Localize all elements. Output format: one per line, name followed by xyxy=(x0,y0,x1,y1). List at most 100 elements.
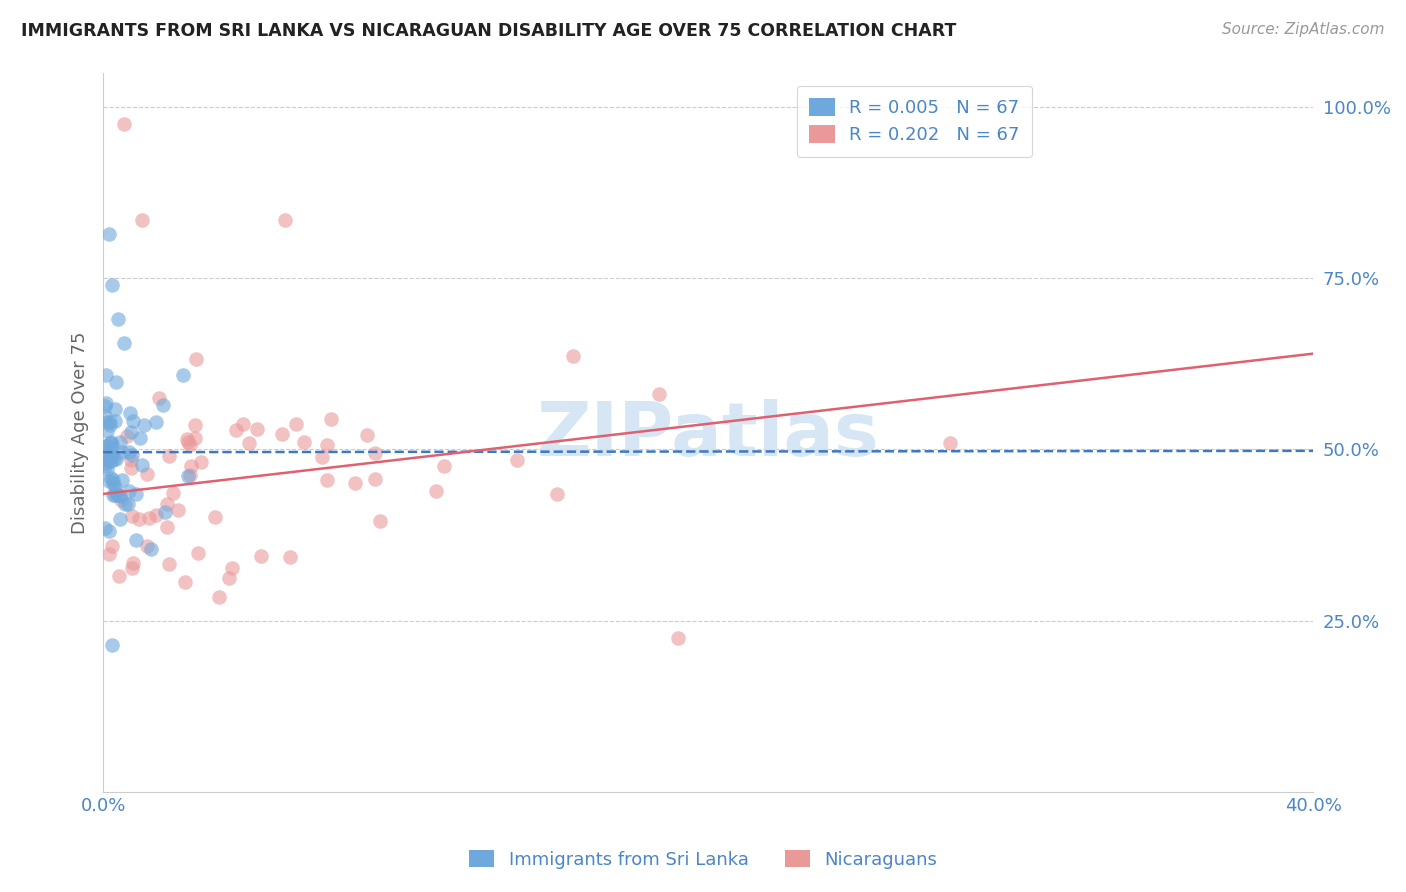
Point xyxy=(101,539,124,553)
Point xyxy=(278,550,301,565)
Point xyxy=(117,429,139,443)
Point xyxy=(155,506,177,520)
Point xyxy=(364,472,387,486)
Point xyxy=(98,474,121,488)
Point xyxy=(138,511,160,525)
Point xyxy=(104,375,127,389)
Point xyxy=(107,488,129,502)
Point xyxy=(148,391,170,405)
Point xyxy=(98,547,121,561)
Point xyxy=(321,412,343,426)
Point xyxy=(108,512,131,526)
Point xyxy=(179,437,201,451)
Point xyxy=(110,493,132,508)
Point xyxy=(546,487,568,501)
Y-axis label: Disability Age Over 75: Disability Age Over 75 xyxy=(72,331,89,533)
Legend: R = 0.005   N = 67, R = 0.202   N = 67: R = 0.005 N = 67, R = 0.202 N = 67 xyxy=(797,86,1032,157)
Point xyxy=(94,439,117,453)
Point xyxy=(368,515,391,529)
Point xyxy=(167,502,190,516)
Point xyxy=(179,467,201,482)
Point xyxy=(104,414,127,428)
Point xyxy=(101,450,124,464)
Point xyxy=(145,415,167,429)
Point xyxy=(177,469,200,483)
Point xyxy=(96,424,118,438)
Point xyxy=(125,533,148,548)
Point xyxy=(232,417,254,431)
Point xyxy=(120,452,142,467)
Point xyxy=(246,422,269,436)
Point xyxy=(114,497,136,511)
Point xyxy=(145,508,167,522)
Point xyxy=(176,432,198,446)
Point xyxy=(311,450,333,464)
Point xyxy=(128,431,150,445)
Point xyxy=(135,539,157,553)
Point xyxy=(108,435,131,450)
Point xyxy=(506,452,529,467)
Point xyxy=(112,117,135,131)
Point xyxy=(94,456,117,470)
Point xyxy=(122,556,145,570)
Point xyxy=(98,415,121,429)
Point xyxy=(118,445,141,459)
Point xyxy=(112,336,135,351)
Point xyxy=(184,418,207,433)
Point xyxy=(120,460,142,475)
Point xyxy=(136,467,159,482)
Point xyxy=(315,473,337,487)
Point xyxy=(101,638,124,652)
Point xyxy=(100,454,122,468)
Point xyxy=(284,417,307,431)
Point xyxy=(187,546,209,560)
Point xyxy=(96,368,118,382)
Point xyxy=(93,449,115,463)
Point xyxy=(104,486,127,500)
Point xyxy=(124,487,146,501)
Point xyxy=(104,401,127,416)
Point xyxy=(131,213,153,227)
Point xyxy=(433,459,456,474)
Point xyxy=(103,473,125,487)
Point xyxy=(100,435,122,450)
Point xyxy=(364,446,387,460)
Text: IMMIGRANTS FROM SRI LANKA VS NICARAGUAN DISABILITY AGE OVER 75 CORRELATION CHART: IMMIGRANTS FROM SRI LANKA VS NICARAGUAN … xyxy=(21,22,956,40)
Point xyxy=(152,398,174,412)
Point xyxy=(100,470,122,484)
Point xyxy=(139,542,162,557)
Point xyxy=(218,571,240,585)
Point xyxy=(101,278,124,293)
Point xyxy=(666,631,689,645)
Point xyxy=(176,434,198,449)
Text: ZIPatlas: ZIPatlas xyxy=(537,400,880,473)
Point xyxy=(98,446,121,460)
Point xyxy=(172,368,194,382)
Point xyxy=(157,449,180,463)
Point xyxy=(250,549,273,563)
Point xyxy=(208,590,231,604)
Text: Source: ZipAtlas.com: Source: ZipAtlas.com xyxy=(1222,22,1385,37)
Point xyxy=(93,409,115,423)
Point xyxy=(134,418,156,433)
Point xyxy=(107,312,129,326)
Point xyxy=(108,490,131,504)
Point xyxy=(156,520,179,534)
Point xyxy=(204,510,226,524)
Point xyxy=(190,455,212,469)
Point xyxy=(97,524,120,538)
Point xyxy=(108,568,131,582)
Point xyxy=(156,497,179,511)
Point xyxy=(118,483,141,498)
Point xyxy=(561,349,583,363)
Point xyxy=(180,459,202,474)
Point xyxy=(98,417,121,432)
Point xyxy=(225,423,247,437)
Point xyxy=(939,435,962,450)
Point xyxy=(104,488,127,502)
Point xyxy=(100,441,122,455)
Point xyxy=(128,512,150,526)
Point xyxy=(121,509,143,524)
Point xyxy=(111,473,134,487)
Point xyxy=(100,437,122,451)
